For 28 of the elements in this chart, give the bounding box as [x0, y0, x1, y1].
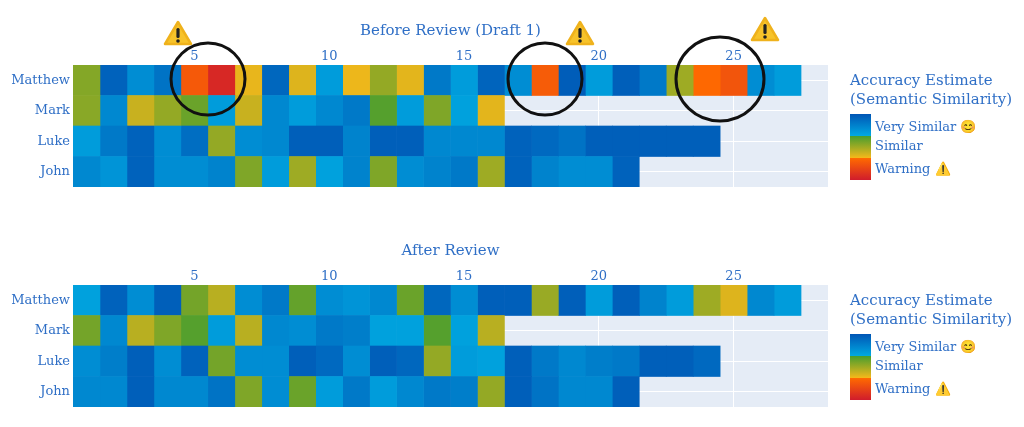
- chart-title: Before Review (Draft 1): [360, 20, 541, 39]
- color-bar-label: Warning ⚠: [875, 381, 951, 397]
- y-tick-label: John: [38, 163, 71, 179]
- color-bar-label: Very Similar 😊: [874, 338, 977, 354]
- x-tick-label: 25: [725, 47, 742, 63]
- x-tick-label: 5: [190, 47, 199, 63]
- x-tick-label: 20: [590, 267, 608, 283]
- y-tick-label: John: [38, 383, 71, 399]
- color-bar-title: Accuracy Estimate (Semantic Similarity): [849, 290, 1012, 328]
- y-tick-label: Mark: [34, 102, 71, 118]
- y-tick-label: Matthew: [11, 291, 70, 307]
- y-tick-label: Mark: [34, 322, 71, 338]
- color-bar-title: Accuracy Estimate (Semantic Similarity): [849, 70, 1012, 108]
- x-tick-label: 25: [725, 267, 742, 283]
- x-tick-label: 5: [190, 267, 199, 283]
- color-bar-label: Warning ⚠: [875, 161, 951, 177]
- color-bar-label: Very Similar 😊: [874, 118, 977, 134]
- y-tick-label: Luke: [37, 132, 71, 148]
- x-tick-label: 15: [455, 267, 473, 283]
- color-bar-label: Similar: [875, 358, 924, 374]
- x-tick-label: 15: [455, 47, 473, 63]
- x-tick-label: 10: [320, 47, 338, 63]
- chart-title: After Review: [400, 240, 500, 259]
- color-bar-label: Similar: [875, 138, 924, 154]
- y-tick-label: Matthew: [11, 71, 70, 87]
- y-tick-label: Luke: [37, 352, 71, 368]
- x-tick-label: 10: [320, 267, 338, 283]
- x-tick-label: 20: [590, 47, 608, 63]
